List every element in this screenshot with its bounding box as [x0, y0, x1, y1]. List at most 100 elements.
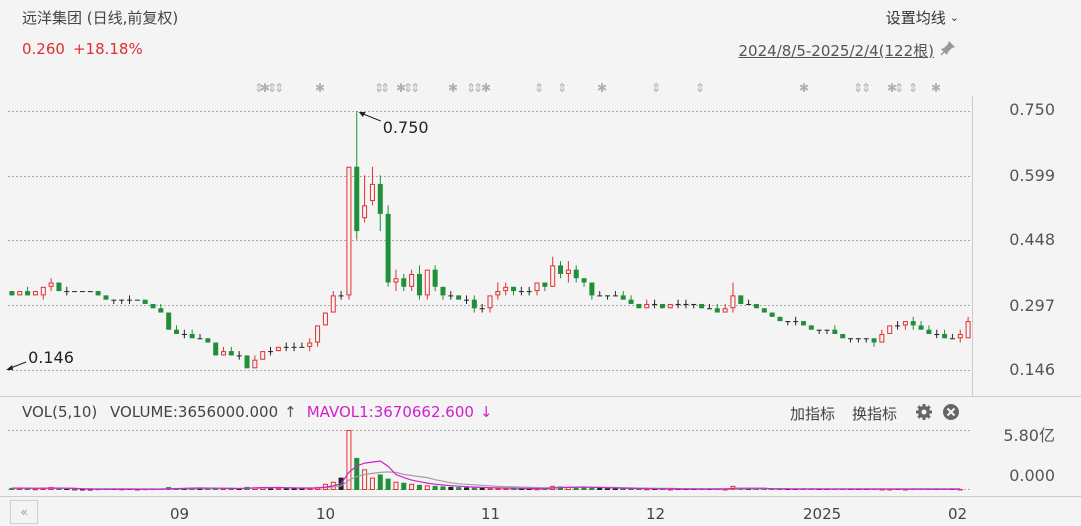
switch-indicator-button[interactable]: 换指标 — [852, 405, 898, 423]
event-marker: ⇕ — [695, 81, 705, 95]
candle-body — [738, 295, 744, 304]
event-marker: ✱ — [887, 81, 897, 95]
candle-body — [260, 351, 266, 360]
volume-bar — [197, 488, 203, 490]
volume-bar — [526, 488, 532, 490]
date-range-link[interactable]: 2024/8/5-2025/2/4(122根) — [738, 42, 934, 60]
volume-bar — [87, 489, 93, 491]
volume-bar — [534, 488, 540, 491]
last-price: 0.260 — [22, 40, 65, 58]
x-tick-label: 11 — [481, 505, 501, 523]
candle-body — [25, 291, 31, 296]
candle-body — [17, 291, 23, 296]
volume-bar — [416, 484, 422, 490]
event-marker: ✱ — [448, 81, 458, 95]
y-tick-label: 0.146 — [1009, 360, 1055, 379]
candle-body — [793, 321, 799, 323]
volume-y-min-label: 0.000 — [1009, 466, 1055, 485]
event-marker: ⇕ — [534, 81, 544, 95]
x-tick-label: 02 — [948, 505, 968, 523]
candle-body — [103, 295, 109, 300]
volume-bar — [205, 488, 211, 490]
volume-bar — [377, 474, 383, 490]
candle-body — [550, 265, 556, 287]
candle-body — [902, 321, 908, 326]
candle-body — [722, 308, 728, 313]
chart-title: 远洋集团 (日线,前复权) — [22, 9, 179, 27]
candle-body — [887, 325, 893, 334]
candle-body — [432, 269, 438, 287]
candle-body — [895, 325, 901, 327]
volume-bar — [56, 488, 62, 490]
event-marker: ⇕ — [403, 81, 413, 95]
event-marker: ⇕ — [267, 81, 277, 95]
candle-body — [346, 166, 352, 296]
add-indicator-button[interactable]: 加指标 — [790, 405, 836, 423]
volume-bar — [291, 488, 297, 490]
event-marker: ⇕ — [254, 81, 264, 95]
event-marker: ✱ — [481, 81, 491, 95]
candle-body — [369, 183, 375, 202]
volume-bar — [503, 488, 509, 490]
close-icon[interactable] — [942, 403, 960, 421]
double-chevron-left-icon[interactable]: « — [10, 500, 38, 524]
x-tick-label: 09 — [170, 505, 190, 523]
set-moving-average-button[interactable]: 设置均线 ⌄ — [886, 7, 959, 28]
candle-body — [409, 273, 415, 287]
volume-bar — [385, 478, 391, 490]
candle-body — [64, 291, 70, 293]
candle-body — [573, 269, 579, 279]
candle-body — [48, 282, 54, 287]
event-marker: ✱ — [396, 81, 406, 95]
volume-bar — [597, 487, 603, 490]
pin-icon[interactable] — [939, 39, 957, 57]
volume-bar — [393, 481, 399, 491]
candle-body — [863, 338, 869, 340]
volume-bar — [589, 487, 595, 490]
candle-body — [706, 308, 712, 310]
event-marker: ✱ — [799, 81, 809, 95]
candle-body — [205, 338, 211, 343]
volume-bar — [346, 430, 352, 490]
volume-bar — [448, 486, 454, 490]
volume-bar — [463, 487, 469, 490]
candle-body — [134, 299, 140, 301]
candle-body — [448, 295, 454, 297]
candle-body — [871, 338, 877, 343]
candle-body — [424, 269, 430, 296]
volume-bar — [189, 488, 195, 490]
volume-trend-arrow: ↑ — [284, 403, 297, 421]
volume-bar — [636, 488, 642, 490]
candle-body — [800, 321, 806, 326]
candle-body — [926, 329, 932, 334]
volume-indicator-name: VOL(5,10) — [22, 403, 98, 421]
volume-bar — [228, 488, 234, 490]
y-tick-label: 0.297 — [1009, 296, 1055, 315]
volume-bar — [652, 488, 658, 490]
candle-body — [72, 291, 78, 293]
candle-body — [221, 351, 227, 356]
candle-body — [675, 303, 681, 305]
x-tick-label: 10 — [316, 505, 336, 523]
event-marker: ⇕ — [853, 81, 863, 95]
volume-bar — [456, 487, 462, 490]
candle-body — [456, 295, 462, 300]
volume-bar — [409, 483, 415, 490]
candle-body — [542, 282, 548, 287]
candle-body — [174, 329, 180, 334]
candle-body — [354, 166, 360, 232]
candle-body — [228, 351, 234, 356]
mavol1-value: MAVOL1:3670662.600 — [306, 403, 474, 421]
candle-body — [126, 299, 132, 301]
gear-icon[interactable] — [915, 403, 933, 421]
event-marker: ✱ — [931, 81, 941, 95]
candle-body — [918, 325, 924, 330]
candle-body — [338, 295, 344, 297]
volume-bar — [957, 488, 963, 491]
volume-bar — [401, 482, 407, 490]
candle-body — [832, 329, 838, 334]
candle-body — [495, 291, 501, 296]
candle-body — [753, 303, 759, 309]
candle-body — [189, 333, 195, 339]
candle-body — [934, 333, 940, 335]
